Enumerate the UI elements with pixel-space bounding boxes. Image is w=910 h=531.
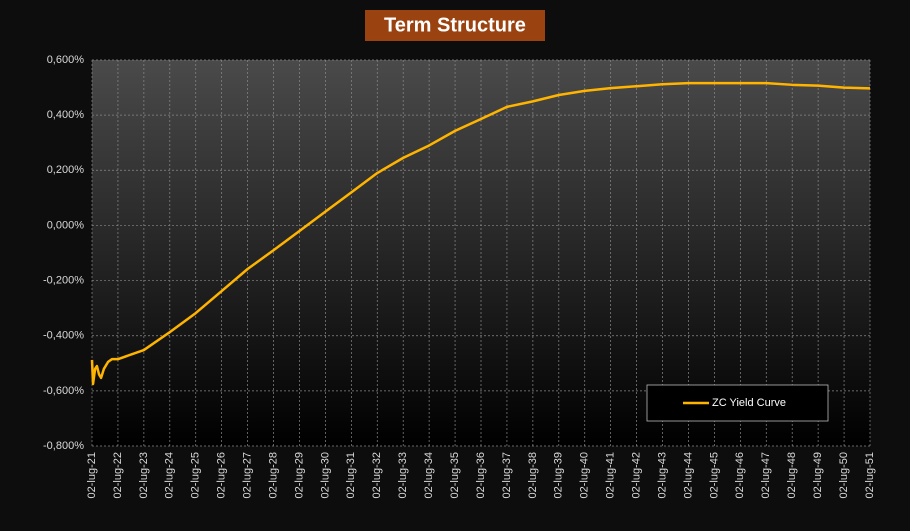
x-tick-label: 02-lug-43 [656, 452, 668, 498]
x-tick-label: 02-lug-36 [475, 452, 487, 498]
y-tick-label: 0,600% [47, 54, 85, 66]
x-tick-label: 02-lug-29 [293, 452, 305, 498]
y-tick-label: 0,000% [47, 219, 85, 231]
chart-title: Term Structure [384, 14, 526, 36]
y-tick-label: 0,200% [47, 164, 85, 176]
x-tick-label: 02-lug-22 [112, 452, 124, 498]
x-tick-label: 02-lug-25 [190, 452, 202, 498]
x-tick-label: 02-lug-35 [449, 452, 461, 498]
x-tick-label: 02-lug-28 [267, 452, 279, 498]
x-tick-label: 02-lug-45 [708, 452, 720, 498]
y-tick-label: -0,800% [43, 440, 84, 452]
y-tick-label: -0,200% [43, 274, 84, 286]
x-tick-label: 02-lug-32 [371, 452, 383, 498]
title-box [365, 10, 545, 41]
x-tick-label: 02-lug-50 [838, 452, 850, 498]
x-tick-label: 02-lug-21 [86, 452, 98, 498]
x-tick-label: 02-lug-24 [164, 452, 176, 498]
x-tick-label: 02-lug-33 [397, 452, 409, 498]
x-tick-label: 02-lug-23 [138, 452, 150, 498]
y-tick-label: -0,400% [43, 330, 84, 342]
x-tick-label: 02-lug-47 [760, 452, 772, 498]
x-tick-label: 02-lug-42 [631, 452, 643, 498]
x-tick-label: 02-lug-41 [605, 452, 617, 498]
x-tick-label: 02-lug-48 [786, 452, 798, 498]
x-tick-label: 02-lug-40 [579, 452, 591, 498]
x-tick-label: 02-lug-46 [734, 452, 746, 498]
y-tick-label: 0,400% [47, 109, 85, 121]
x-tick-label: 02-lug-51 [864, 452, 876, 498]
x-tick-label: 02-lug-27 [242, 452, 254, 498]
x-tick-label: 02-lug-30 [319, 452, 331, 498]
x-tick-label: 02-lug-26 [216, 452, 228, 498]
data-line [90, 81, 871, 386]
x-tick-label: 02-lug-37 [501, 452, 513, 498]
legend-label: ZC Yield Curve [712, 397, 786, 409]
x-tick-label: 02-lug-31 [345, 452, 357, 498]
grid [91, 59, 871, 447]
x-tick-label: 02-lug-49 [812, 452, 824, 498]
x-tick-label: 02-lug-38 [527, 452, 539, 498]
x-tick-label: 02-lug-39 [553, 452, 565, 498]
lines [90, 81, 871, 386]
x-tick-label: 02-lug-44 [682, 452, 694, 498]
x-tick-label: 02-lug-34 [423, 452, 435, 498]
y-tick-label: -0,600% [43, 385, 84, 397]
legend-box [646, 384, 829, 422]
